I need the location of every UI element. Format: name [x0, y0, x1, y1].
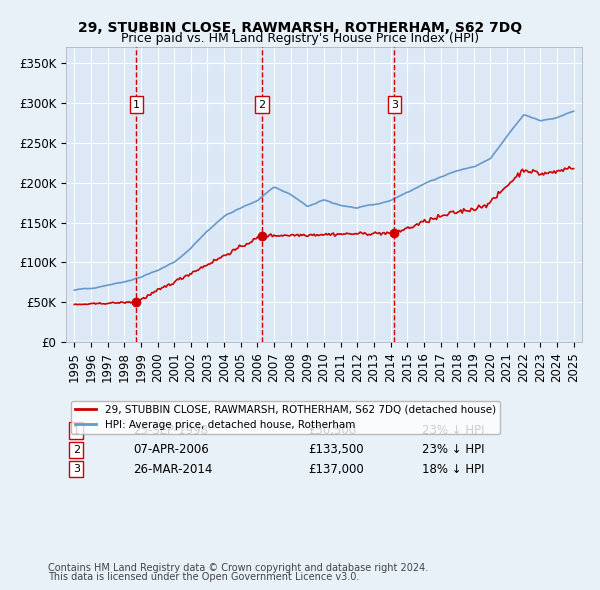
Text: 3: 3 — [391, 100, 398, 110]
Text: 2: 2 — [259, 100, 265, 110]
Text: 1: 1 — [73, 426, 80, 435]
Text: £50,500: £50,500 — [308, 424, 356, 437]
Text: 1: 1 — [133, 100, 140, 110]
Legend: 29, STUBBIN CLOSE, RAWMARSH, ROTHERHAM, S62 7DQ (detached house), HPI: Average p: 29, STUBBIN CLOSE, RAWMARSH, ROTHERHAM, … — [71, 401, 500, 434]
Text: 2: 2 — [73, 445, 80, 455]
Text: 23% ↓ HPI: 23% ↓ HPI — [422, 424, 485, 437]
Text: 26-MAR-2014: 26-MAR-2014 — [133, 463, 212, 476]
Text: 18% ↓ HPI: 18% ↓ HPI — [422, 463, 485, 476]
Text: 23% ↓ HPI: 23% ↓ HPI — [422, 443, 485, 457]
Text: This data is licensed under the Open Government Licence v3.0.: This data is licensed under the Open Gov… — [48, 572, 359, 582]
Text: £133,500: £133,500 — [308, 443, 364, 457]
Text: 07-APR-2006: 07-APR-2006 — [133, 443, 209, 457]
Text: Price paid vs. HM Land Registry's House Price Index (HPI): Price paid vs. HM Land Registry's House … — [121, 32, 479, 45]
Text: 25-SEP-1998: 25-SEP-1998 — [133, 424, 208, 437]
Text: Contains HM Land Registry data © Crown copyright and database right 2024.: Contains HM Land Registry data © Crown c… — [48, 563, 428, 573]
Text: £137,000: £137,000 — [308, 463, 364, 476]
Text: 29, STUBBIN CLOSE, RAWMARSH, ROTHERHAM, S62 7DQ: 29, STUBBIN CLOSE, RAWMARSH, ROTHERHAM, … — [78, 21, 522, 35]
Text: 3: 3 — [73, 464, 80, 474]
